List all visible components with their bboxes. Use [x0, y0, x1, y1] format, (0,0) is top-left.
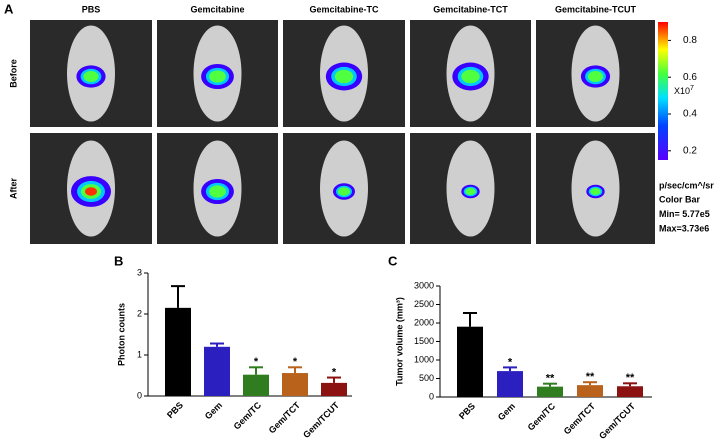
row-label: Before — [8, 59, 18, 88]
colorbar-info: p/sec/cm^/sr — [659, 180, 714, 190]
significance: * — [332, 366, 337, 378]
significance: * — [508, 356, 513, 368]
colorbar-info: Max=3.73e6 — [659, 223, 709, 233]
y-axis-label: Tumor volume (mm³) — [394, 297, 404, 386]
significance: * — [293, 356, 298, 368]
x-tick-label: Gem/TCUT — [597, 401, 637, 441]
x-tick-label: PBS — [165, 400, 185, 420]
signal — [465, 187, 476, 196]
multiplier: X107 — [674, 85, 694, 97]
y-tick-label: 0 — [429, 391, 434, 401]
bar — [617, 386, 643, 397]
signal — [85, 187, 97, 196]
y-tick-label: 2500 — [414, 299, 434, 309]
panel-label: A — [4, 1, 14, 16]
signal — [334, 69, 354, 84]
y-tick-label: 2 — [137, 308, 142, 318]
column-title: Gemcitabine — [190, 4, 244, 14]
colorbar-tick-label: 0.6 — [683, 72, 697, 83]
panel-label: B — [114, 253, 123, 268]
signal — [587, 71, 604, 82]
y-tick-label: 3000 — [414, 280, 434, 290]
bar — [243, 374, 269, 396]
x-tick-label: Gem — [203, 400, 224, 421]
significance: ** — [546, 373, 555, 385]
signal — [209, 70, 226, 83]
row-label: After — [8, 178, 18, 199]
column-title: Gemcitabine-TC — [309, 4, 379, 14]
signal — [209, 185, 226, 198]
x-tick-label: Gem/TC — [232, 400, 264, 432]
signal — [590, 187, 601, 196]
y-tick-label: 500 — [419, 373, 434, 383]
panel-label: C — [388, 253, 398, 268]
bar — [577, 385, 603, 397]
bar — [537, 386, 563, 397]
colorbar-info: Color Bar — [659, 195, 701, 205]
colorbar-tick-label: 0.8 — [683, 35, 697, 46]
x-tick-label: Gem/TC — [526, 401, 558, 433]
x-tick-label: Gem/TCT — [267, 400, 303, 436]
y-tick-label: 1 — [137, 349, 142, 359]
colorbar-tick-label: 0.4 — [683, 109, 697, 120]
color-bar — [658, 22, 668, 160]
bar — [282, 373, 308, 396]
signal — [83, 71, 99, 82]
bar — [497, 371, 523, 397]
column-title: PBS — [82, 4, 101, 14]
x-tick-label: Gem/TCUT — [301, 400, 341, 440]
significance: ** — [586, 371, 595, 383]
bar — [321, 382, 347, 396]
signal — [338, 187, 350, 196]
y-tick-label: 2000 — [414, 317, 434, 327]
x-tick-label: Gem/TCT — [562, 401, 598, 437]
colorbar-info: Min= 5.77e5 — [659, 209, 710, 219]
bar — [204, 346, 230, 396]
column-title: Gemcitabine-TCUT — [555, 4, 637, 14]
x-tick-label: PBS — [457, 401, 477, 421]
column-title: Gemcitabine-TCT — [433, 4, 508, 14]
colorbar-tick-label: 0.2 — [683, 145, 697, 156]
y-tick-label: 1000 — [414, 354, 434, 364]
bar — [457, 326, 483, 397]
y-tick-label: 3 — [137, 267, 142, 277]
y-axis-label: Photon counts — [116, 303, 126, 366]
significance: ** — [626, 372, 635, 384]
signal — [461, 69, 480, 84]
x-tick-label: Gem — [496, 401, 517, 422]
significance: * — [254, 356, 259, 368]
y-tick-label: 1500 — [414, 336, 434, 346]
bar — [165, 307, 191, 396]
y-tick-label: 0 — [137, 390, 142, 400]
